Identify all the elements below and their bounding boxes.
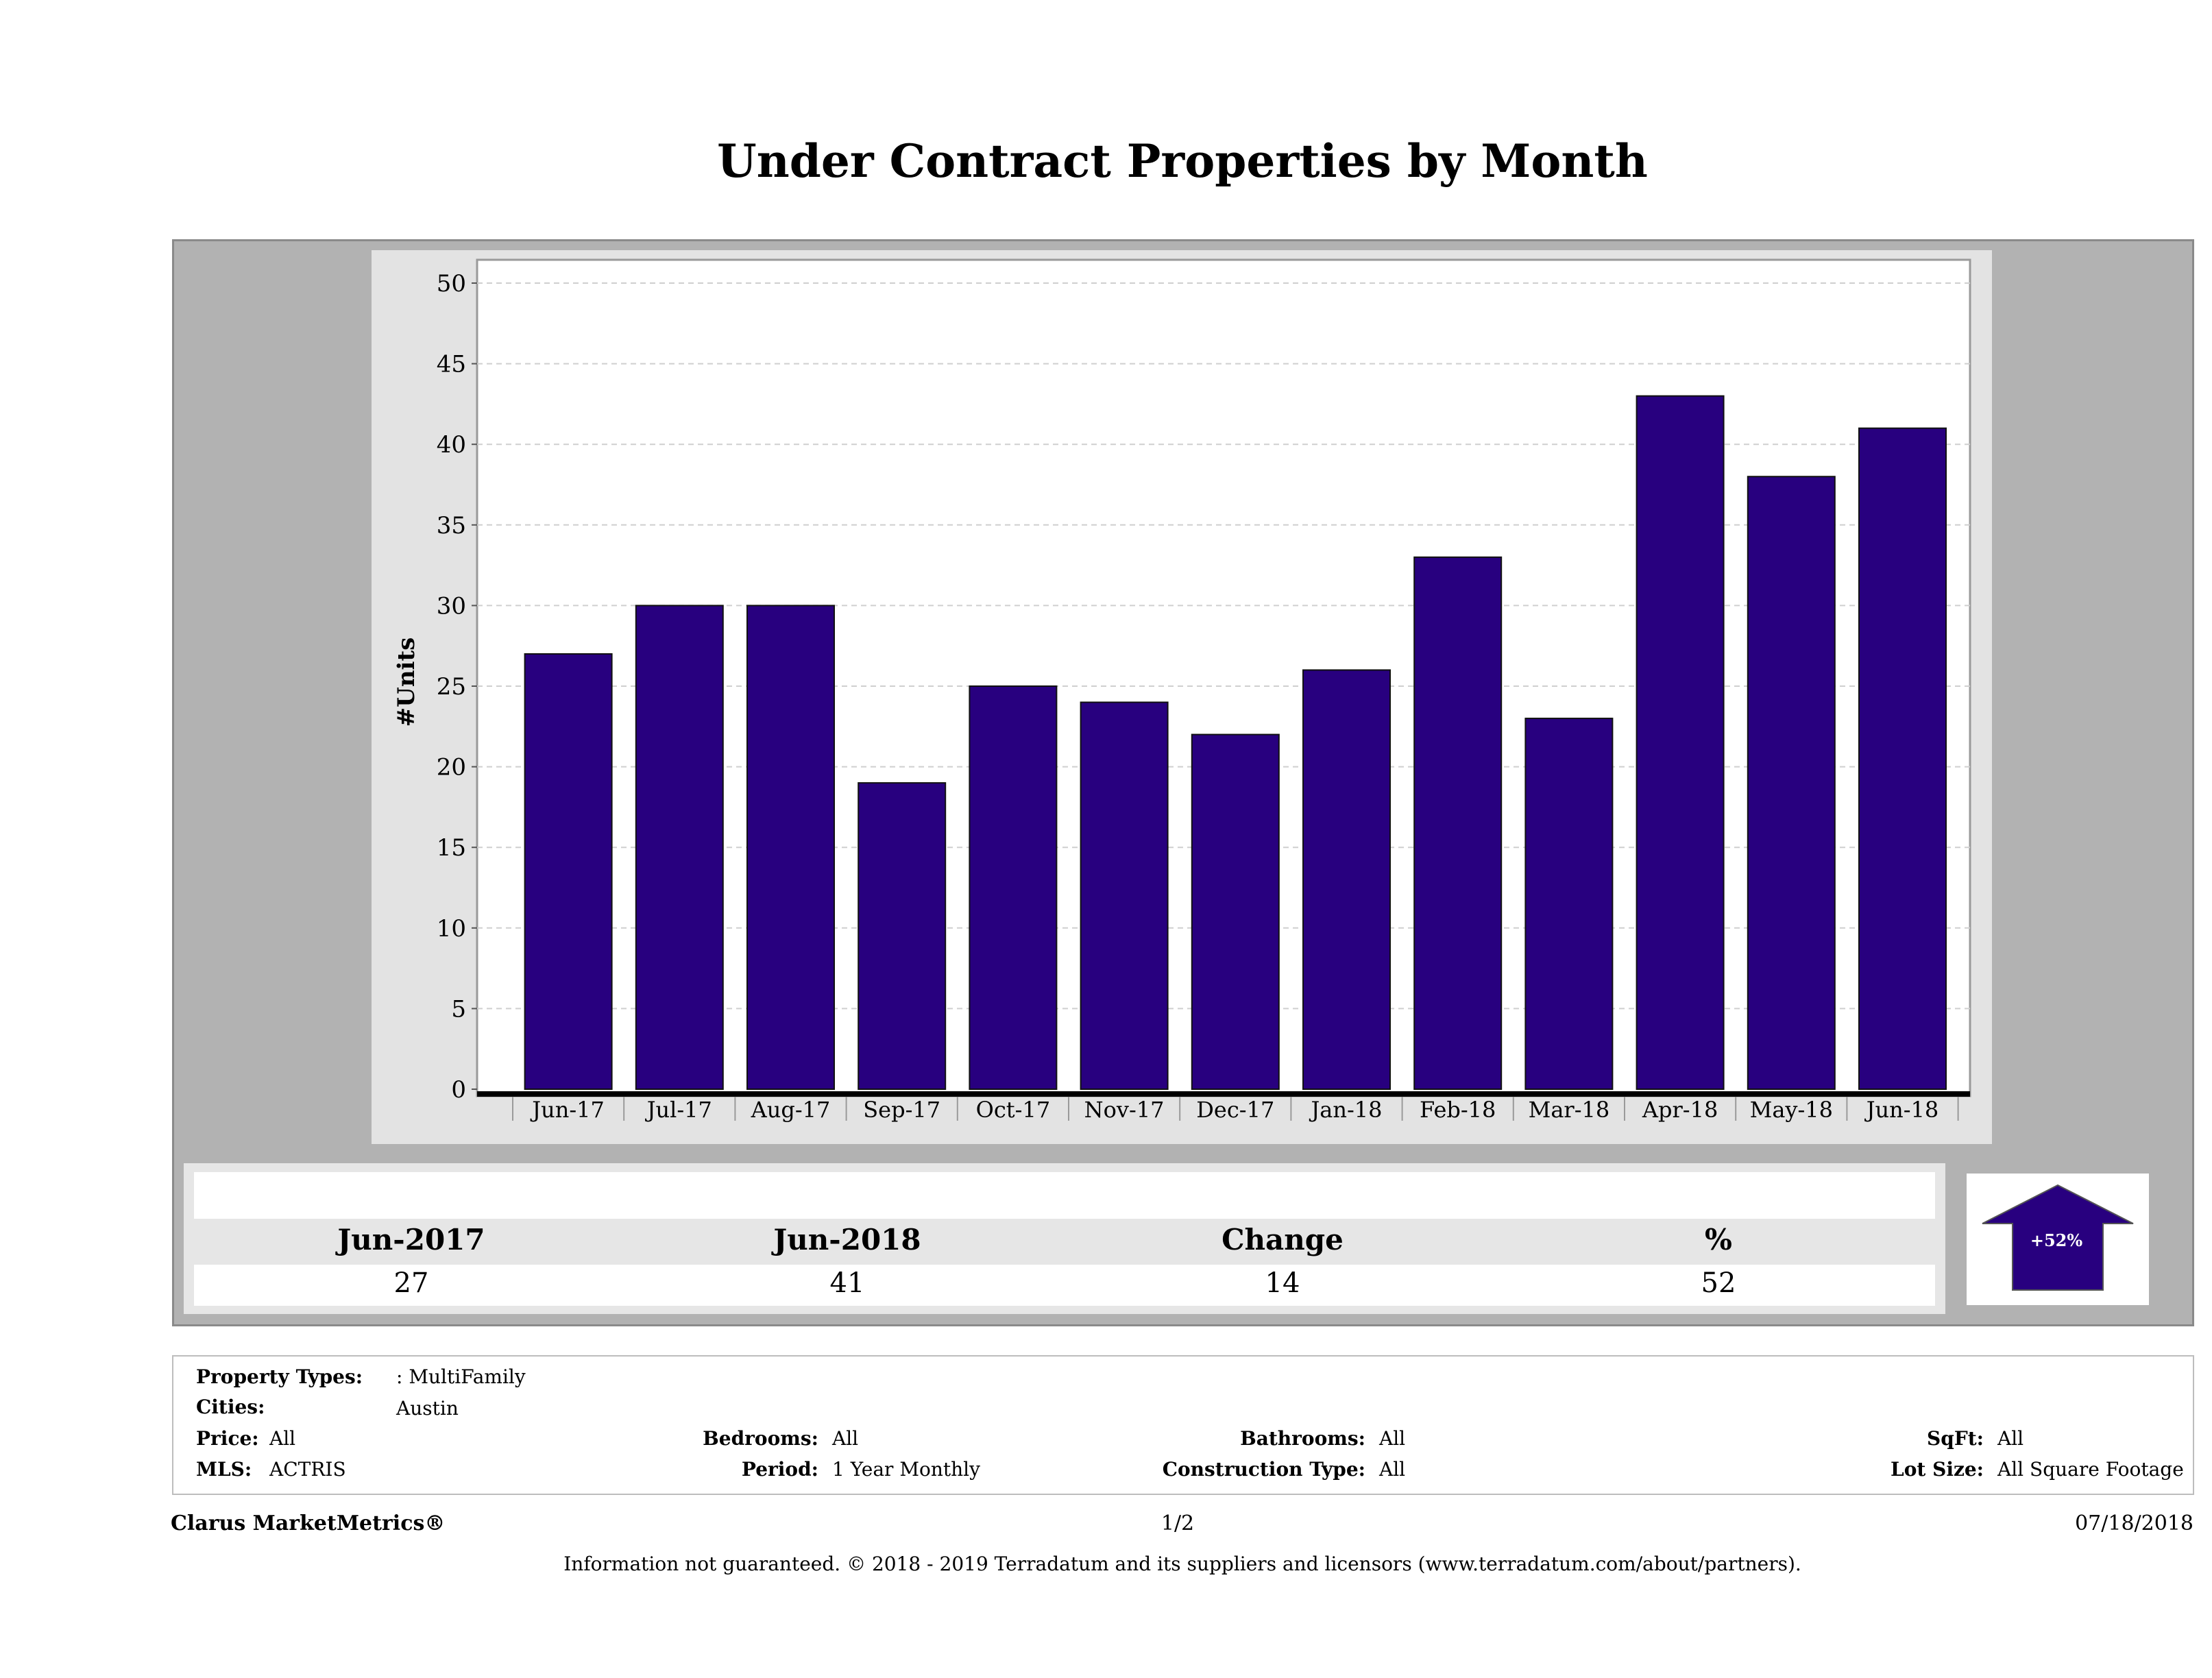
chart-frame: 0 5 10 15 20 25 30 35 40 45 50 Jun-17 Jul-17 Aug-17 S…	[372, 250, 1992, 1144]
bar-jul-17	[635, 605, 724, 1090]
summary-spacer	[194, 1172, 1935, 1219]
x-tick-label: May-18	[1750, 1097, 1833, 1123]
x-tick-label: Jun-17	[530, 1097, 605, 1123]
bar-dec-17	[1191, 733, 1280, 1090]
y-tick-label: 35	[437, 512, 466, 539]
x-tick-label: Sep-17	[863, 1097, 940, 1123]
y-axis-label: #Units	[393, 637, 420, 727]
y-tick-label: 25	[437, 673, 466, 701]
trend-badge-label: +52%	[2030, 1230, 2083, 1250]
x-tick-label: Apr-18	[1642, 1097, 1718, 1123]
disclaimer: Information not guaranteed. © 2018 - 201…	[563, 1553, 1801, 1575]
x-tick-label: Jul-17	[645, 1097, 712, 1123]
mls-label: MLS:	[196, 1458, 252, 1481]
x-tick-label: Oct-17	[976, 1097, 1051, 1123]
summary-value-change: 14	[1265, 1267, 1300, 1299]
bar-may-18	[1747, 476, 1836, 1090]
x-tick-label: Jan-18	[1309, 1097, 1382, 1123]
price-label: Price:	[196, 1427, 259, 1450]
property-types-value: : MultiFamily	[396, 1365, 526, 1388]
y-tick-label: 5	[451, 995, 466, 1023]
cities-label: Cities:	[196, 1396, 265, 1418]
bedrooms-value: All	[832, 1427, 859, 1450]
price-value: All	[269, 1427, 296, 1450]
y-tick-label: 10	[437, 915, 466, 943]
bar-jan-18	[1302, 669, 1391, 1090]
brand-name: Clarus MarketMetrics®	[171, 1511, 446, 1535]
bar-feb-18	[1413, 556, 1503, 1090]
x-tick-label: Aug-17	[751, 1097, 831, 1123]
y-tick-label: 40	[437, 431, 466, 459]
bar-jun-17	[524, 653, 613, 1090]
period-value: 1 Year Monthly	[832, 1458, 980, 1481]
bar-sep-17	[858, 782, 947, 1090]
y-tick-label: 15	[437, 834, 466, 862]
construction-type-value: All	[1379, 1458, 1406, 1481]
sqft-value: All	[1997, 1427, 2024, 1450]
bathrooms-label: Bathrooms:	[1240, 1427, 1365, 1450]
construction-type-label: Construction Type:	[1162, 1458, 1365, 1481]
property-types-label: Property Types:	[196, 1365, 363, 1388]
criteria-box	[172, 1355, 2194, 1495]
bar-mar-18	[1524, 718, 1614, 1090]
page-number: 1/2	[1160, 1511, 1195, 1535]
summary-value-start: 27	[393, 1267, 429, 1299]
bar-oct-17	[969, 685, 1058, 1090]
period-label: Period:	[741, 1458, 818, 1481]
bar-apr-18	[1636, 395, 1725, 1090]
report-date: 07/18/2018	[2075, 1511, 2193, 1535]
bar-jun-18	[1858, 427, 1947, 1090]
trend-badge	[1967, 1174, 2149, 1305]
x-tick-label: Nov-17	[1084, 1097, 1165, 1123]
y-tick-label: 0	[451, 1076, 466, 1104]
bedrooms-label: Bedrooms:	[703, 1427, 818, 1450]
y-tick-label: 30	[437, 592, 466, 620]
bar-aug-17	[746, 605, 835, 1090]
x-tick-label: Mar-18	[1529, 1097, 1610, 1123]
y-tick-label: 50	[437, 270, 466, 297]
summary-value-end: 41	[829, 1267, 865, 1299]
page-title: Under Contract Properties by Month	[717, 134, 1648, 188]
x-tick-label: Jun-18	[1864, 1097, 1939, 1123]
summary-value-percent: 52	[1701, 1267, 1736, 1299]
up-arrow-icon	[1982, 1184, 2134, 1291]
y-tick-label: 45	[437, 351, 466, 378]
bar-nov-17	[1080, 701, 1169, 1090]
summary-header-end: Jun-2018	[773, 1223, 921, 1256]
y-tick-label: 20	[437, 754, 466, 781]
mls-value: ACTRIS	[269, 1458, 346, 1481]
bathrooms-value: All	[1379, 1427, 1406, 1450]
x-tick-label: Feb-18	[1420, 1097, 1496, 1123]
x-tick-label: Dec-17	[1196, 1097, 1274, 1123]
lot-size-value: All Square Footage	[1997, 1458, 2184, 1481]
sqft-label: SqFt:	[1927, 1427, 1984, 1450]
summary-header-percent: %	[1705, 1223, 1732, 1256]
summary-header-start: Jun-2017	[337, 1223, 485, 1256]
summary-header-change: Change	[1222, 1223, 1344, 1256]
summary-values-row	[194, 1265, 1935, 1306]
cities-value: Austin	[396, 1397, 459, 1420]
bar-chart: 0 5 10 15 20 25 30 35 40 45 50 Jun-17 Jul-17 Aug-17 S…	[393, 258, 1971, 1123]
y-ticks: 0 5 10 15 20 25 30 35 40 45 50	[437, 270, 477, 1104]
bars	[524, 395, 1947, 1090]
x-ticks: Jun-17 Jul-17 Aug-17 Sep-17 Oct-17 Nov-17 Dec-…	[512, 1096, 1959, 1123]
lot-size-label: Lot Size:	[1891, 1458, 1984, 1481]
